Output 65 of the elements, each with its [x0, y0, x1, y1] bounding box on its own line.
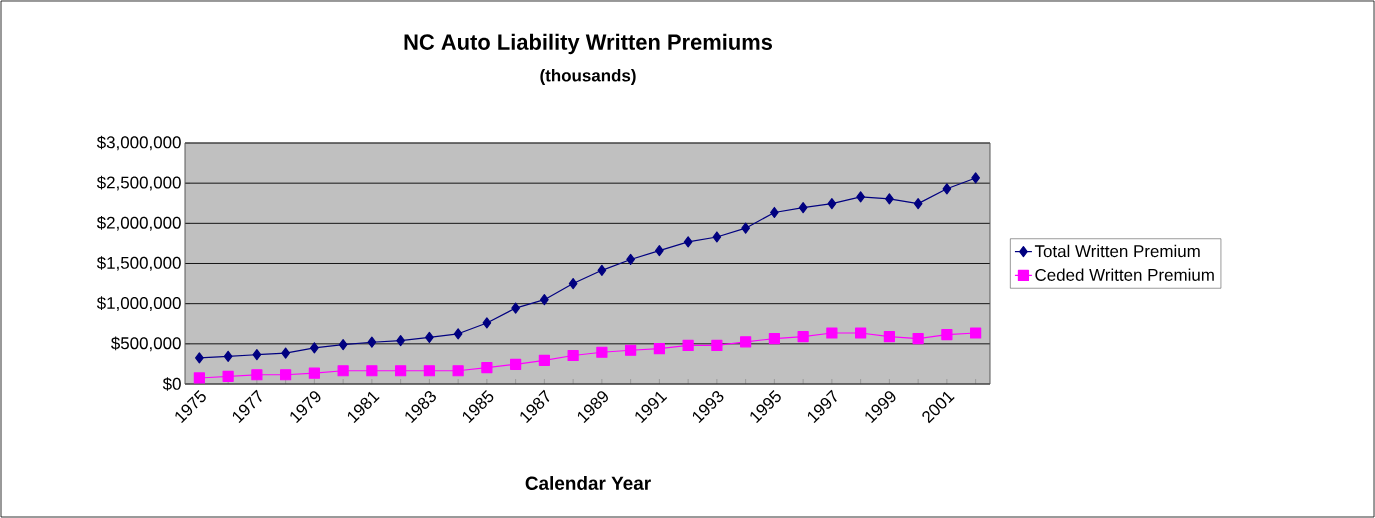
point — [740, 336, 752, 348]
point — [682, 339, 694, 352]
point — [395, 365, 407, 377]
point — [970, 327, 982, 339]
point — [827, 198, 837, 210]
point — [366, 365, 378, 377]
point — [367, 336, 377, 348]
y-tick-label: $1,000,000 — [96, 296, 181, 312]
point — [712, 231, 722, 243]
point — [798, 202, 808, 214]
point — [540, 294, 549, 306]
point — [768, 333, 780, 345]
chart-title: NC Auto Liability Written Premiums — [404, 33, 773, 55]
point — [310, 342, 319, 354]
point — [252, 349, 262, 361]
y-tick-label: $1,500,000 — [96, 256, 181, 271]
point — [912, 333, 924, 345]
point — [308, 367, 320, 379]
point — [653, 343, 665, 355]
legend-label: Ceded Written Premium — [1035, 268, 1214, 281]
point — [971, 172, 980, 184]
point — [883, 331, 895, 343]
point — [597, 264, 607, 276]
point — [596, 346, 608, 358]
point — [538, 354, 550, 366]
point — [280, 369, 292, 381]
point — [855, 327, 867, 339]
point — [885, 193, 894, 205]
chart-subtitle: (thousands) — [540, 69, 636, 85]
y-tick-label: $500,000 — [111, 336, 181, 352]
point — [913, 198, 923, 210]
point — [251, 369, 263, 381]
y-tick-label: $0 — [162, 377, 181, 391]
point — [193, 372, 205, 384]
point — [453, 328, 463, 340]
point — [797, 331, 809, 343]
point — [567, 349, 579, 362]
point — [741, 222, 750, 234]
legend-label: Total Written Premium — [1034, 244, 1200, 258]
point — [481, 361, 493, 374]
point — [511, 302, 520, 314]
x-axis-title: Calendar Year — [525, 476, 651, 490]
point — [510, 358, 522, 370]
point — [452, 365, 464, 377]
point — [711, 339, 723, 352]
point — [338, 339, 348, 351]
point — [655, 245, 664, 257]
point — [856, 191, 865, 203]
point — [941, 328, 953, 341]
point — [568, 277, 578, 290]
point — [222, 370, 234, 382]
point — [223, 350, 233, 362]
point — [482, 317, 492, 329]
point — [195, 352, 204, 364]
point — [337, 365, 349, 377]
point — [423, 365, 435, 377]
point — [396, 335, 405, 347]
y-tick-label: $2,000,000 — [96, 215, 181, 231]
point — [942, 183, 952, 195]
point — [826, 327, 838, 339]
point — [625, 344, 637, 356]
y-tick-label: $3,000,000 — [96, 135, 181, 151]
y-tick-label: $2,500,000 — [96, 175, 181, 191]
point — [683, 236, 693, 248]
point — [281, 347, 290, 359]
